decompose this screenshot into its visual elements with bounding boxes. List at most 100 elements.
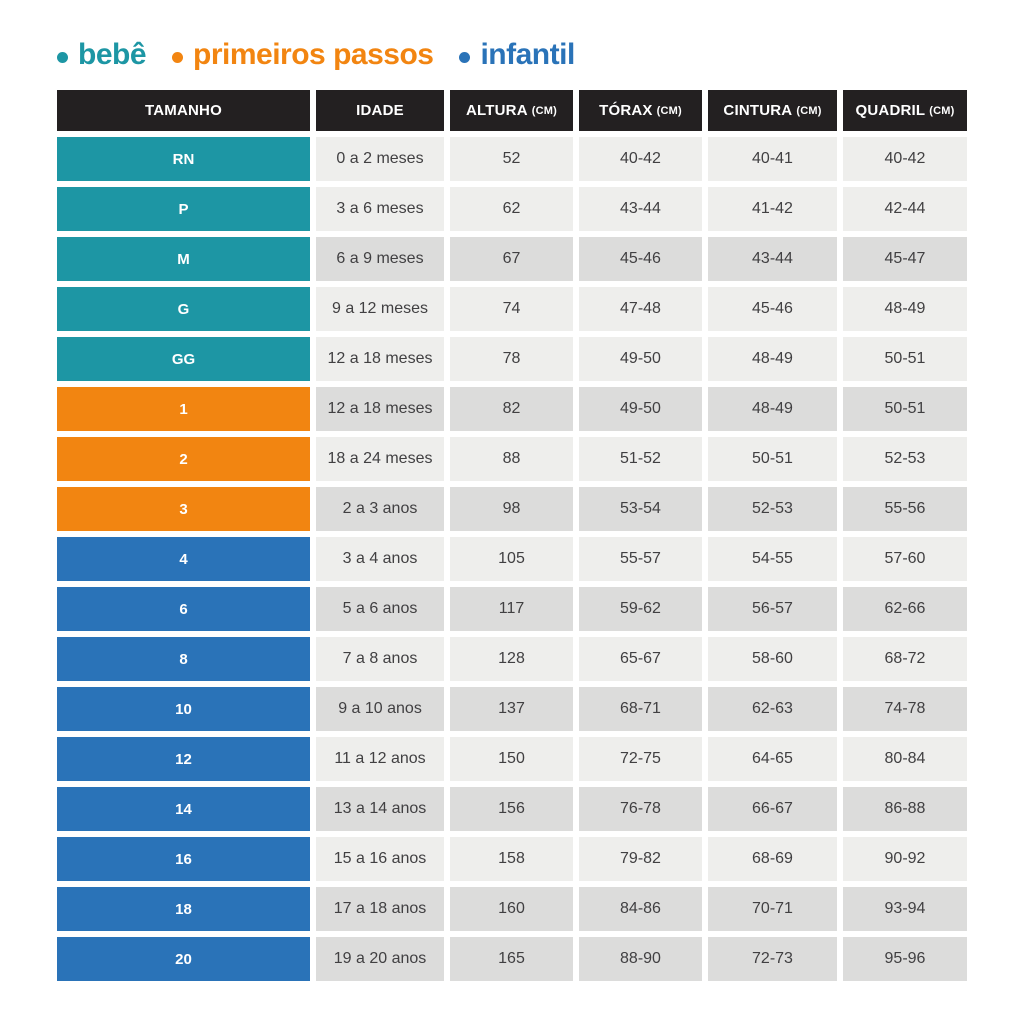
quadril-cell: 90-92: [843, 837, 967, 881]
cintura-cell: 40-41: [708, 137, 837, 181]
quadril-cell: 40-42: [843, 137, 967, 181]
torax-cell: 76-78: [579, 787, 702, 831]
altura-cell: 156: [450, 787, 573, 831]
torax-cell: 47-48: [579, 287, 702, 331]
table-row: 8 7 a 8 anos 128 65-67 58-60 68-72: [57, 637, 968, 681]
header-unit: (CM): [656, 104, 682, 117]
cintura-cell: 62-63: [708, 687, 837, 731]
bullet-dot-icon: [172, 51, 184, 63]
header-label: CINTURA: [723, 102, 793, 119]
cintura-cell: 41-42: [708, 187, 837, 231]
cintura-cell: 43-44: [708, 237, 837, 281]
altura-cell: 88: [450, 437, 573, 481]
cintura-cell: 52-53: [708, 487, 837, 531]
altura-cell: 128: [450, 637, 573, 681]
idade-cell: 12 a 18 meses: [316, 337, 444, 381]
cintura-cell: 50-51: [708, 437, 837, 481]
torax-cell: 53-54: [579, 487, 702, 531]
quadril-cell: 52-53: [843, 437, 967, 481]
size-cell: GG: [57, 337, 310, 381]
idade-cell: 7 a 8 anos: [316, 637, 444, 681]
header-quadril: QUADRIL (CM): [843, 90, 967, 131]
altura-cell: 137: [450, 687, 573, 731]
quadril-cell: 50-51: [843, 387, 967, 431]
torax-cell: 55-57: [579, 537, 702, 581]
header-label: IDADE: [356, 102, 404, 119]
table-row: 3 2 a 3 anos 98 53-54 52-53 55-56: [57, 487, 968, 531]
table-row: G 9 a 12 meses 74 47-48 45-46 48-49: [57, 287, 968, 331]
table-row: 12 11 a 12 anos 150 72-75 64-65 80-84: [57, 737, 968, 781]
size-cell: 4: [57, 537, 310, 581]
legend-item-bebe: bebê: [57, 38, 147, 72]
header-altura: ALTURA (CM): [450, 90, 573, 131]
torax-cell: 65-67: [579, 637, 702, 681]
size-cell: G: [57, 287, 310, 331]
idade-cell: 13 a 14 anos: [316, 787, 444, 831]
cintura-cell: 64-65: [708, 737, 837, 781]
cintura-cell: 48-49: [708, 337, 837, 381]
header-label: QUADRIL: [855, 102, 926, 119]
cintura-cell: 58-60: [708, 637, 837, 681]
torax-cell: 59-62: [579, 587, 702, 631]
idade-cell: 3 a 6 meses: [316, 187, 444, 231]
torax-cell: 43-44: [579, 187, 702, 231]
size-cell: 6: [57, 587, 310, 631]
torax-cell: 68-71: [579, 687, 702, 731]
header-torax: TÓRAX (CM): [579, 90, 702, 131]
header-idade: IDADE: [316, 90, 444, 131]
bullet-dot-icon: [57, 51, 68, 63]
idade-cell: 0 a 2 meses: [316, 137, 444, 181]
idade-cell: 9 a 10 anos: [316, 687, 444, 731]
table-body: RN 0 a 2 meses 52 40-42 40-41 40-42 P 3 …: [57, 137, 968, 981]
idade-cell: 19 a 20 anos: [316, 937, 444, 981]
cintura-cell: 66-67: [708, 787, 837, 831]
torax-cell: 79-82: [579, 837, 702, 881]
torax-cell: 84-86: [579, 887, 702, 931]
idade-cell: 11 a 12 anos: [316, 737, 444, 781]
table-row: 10 9 a 10 anos 137 68-71 62-63 74-78: [57, 687, 968, 731]
legend-item-infantil: infantil: [459, 38, 575, 72]
size-cell: 14: [57, 787, 310, 831]
table-row: 2 18 a 24 meses 88 51-52 50-51 52-53: [57, 437, 968, 481]
torax-cell: 51-52: [579, 437, 702, 481]
size-cell: 2: [57, 437, 310, 481]
table-row: RN 0 a 2 meses 52 40-42 40-41 40-42: [57, 137, 968, 181]
quadril-cell: 42-44: [843, 187, 967, 231]
table-row: 4 3 a 4 anos 105 55-57 54-55 57-60: [57, 537, 968, 581]
table-row: 18 17 a 18 anos 160 84-86 70-71 93-94: [57, 887, 968, 931]
idade-cell: 17 a 18 anos: [316, 887, 444, 931]
header-unit: (CM): [929, 104, 955, 117]
legend-label-primeiros-passos: primeiros passos: [193, 38, 434, 71]
size-cell: M: [57, 237, 310, 281]
idade-cell: 5 a 6 anos: [316, 587, 444, 631]
table-row: 6 5 a 6 anos 117 59-62 56-57 62-66: [57, 587, 968, 631]
torax-cell: 49-50: [579, 387, 702, 431]
header-label: TÓRAX: [599, 102, 653, 119]
idade-cell: 18 a 24 meses: [316, 437, 444, 481]
legend-item-primeiros-passos: primeiros passos: [172, 38, 434, 72]
header-unit: (CM): [531, 104, 557, 117]
table-header-row: TAMANHO IDADE ALTURA (CM) TÓRAX (CM) CIN…: [57, 90, 968, 131]
table-row: 16 15 a 16 anos 158 79-82 68-69 90-92: [57, 837, 968, 881]
quadril-cell: 93-94: [843, 887, 967, 931]
quadril-cell: 80-84: [843, 737, 967, 781]
header-cintura: CINTURA (CM): [708, 90, 837, 131]
quadril-cell: 68-72: [843, 637, 967, 681]
altura-cell: 117: [450, 587, 573, 631]
size-cell: 20: [57, 937, 310, 981]
idade-cell: 3 a 4 anos: [316, 537, 444, 581]
quadril-cell: 57-60: [843, 537, 967, 581]
quadril-cell: 86-88: [843, 787, 967, 831]
table-row: GG 12 a 18 meses 78 49-50 48-49 50-51: [57, 337, 968, 381]
altura-cell: 160: [450, 887, 573, 931]
torax-cell: 49-50: [579, 337, 702, 381]
altura-cell: 82: [450, 387, 573, 431]
size-table: TAMANHO IDADE ALTURA (CM) TÓRAX (CM) CIN…: [57, 90, 968, 981]
cintura-cell: 72-73: [708, 937, 837, 981]
quadril-cell: 95-96: [843, 937, 967, 981]
size-cell: 12: [57, 737, 310, 781]
cintura-cell: 70-71: [708, 887, 837, 931]
legend-label-bebe: bebê: [78, 38, 147, 71]
header-label: TAMANHO: [145, 102, 222, 119]
